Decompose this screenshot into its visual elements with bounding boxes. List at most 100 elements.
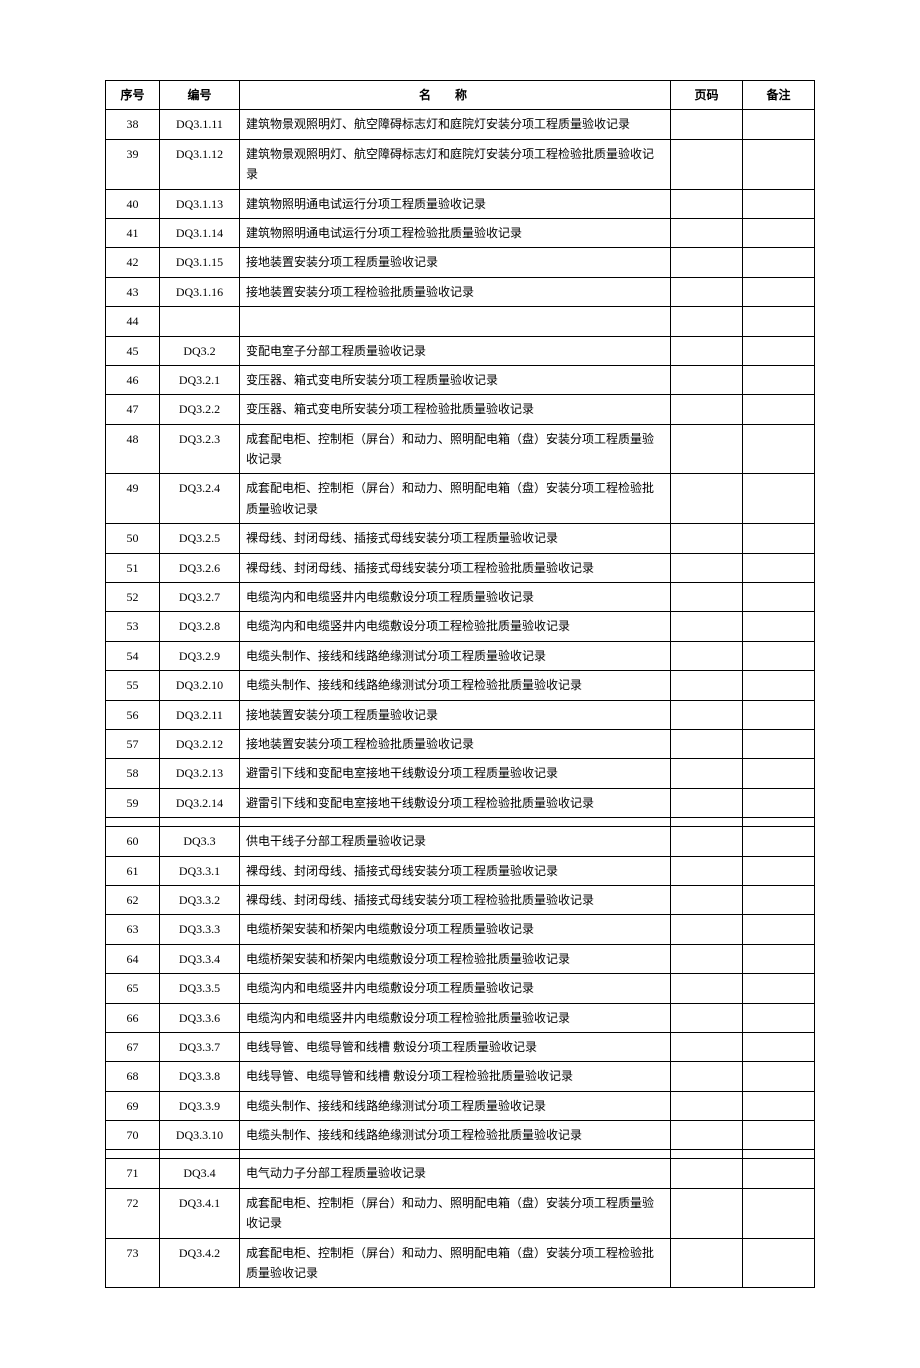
table-row: 73DQ3.4.2成套配电柜、控制柜（屏台）和动力、照明配电箱（盘）安装分项工程… bbox=[106, 1238, 815, 1288]
table-row: 60DQ3.3供电干线子分部工程质量验收记录 bbox=[106, 827, 815, 856]
cell-seq: 46 bbox=[106, 365, 160, 394]
table-row: 55DQ3.2.10电缆头制作、接线和线路绝缘测试分项工程检验批质量验收记录 bbox=[106, 671, 815, 700]
cell-name: 建筑物照明通电试运行分项工程质量验收记录 bbox=[240, 189, 671, 218]
cell-page bbox=[671, 759, 743, 788]
header-code: 编号 bbox=[160, 81, 240, 110]
cell-note bbox=[743, 700, 815, 729]
cell-page bbox=[671, 818, 743, 827]
table-row bbox=[106, 1150, 815, 1159]
cell-page bbox=[671, 1238, 743, 1288]
cell-seq: 69 bbox=[106, 1091, 160, 1120]
cell-seq: 39 bbox=[106, 139, 160, 189]
cell-seq bbox=[106, 1150, 160, 1159]
cell-page bbox=[671, 915, 743, 944]
cell-page bbox=[671, 524, 743, 553]
cell-note bbox=[743, 1032, 815, 1061]
table-row: 39DQ3.1.12建筑物景观照明灯、航空障碍标志灯和庭院灯安装分项工程检验批质… bbox=[106, 139, 815, 189]
cell-note bbox=[743, 974, 815, 1003]
cell-name: 成套配电柜、控制柜（屏台）和动力、照明配电箱（盘）安装分项工程质量验收记录 bbox=[240, 424, 671, 474]
cell-code: DQ3.2.8 bbox=[160, 612, 240, 641]
cell-page bbox=[671, 248, 743, 277]
table-row: 46DQ3.2.1变压器、箱式变电所安装分项工程质量验收记录 bbox=[106, 365, 815, 394]
table-header-row: 序号 编号 名称 页码 备注 bbox=[106, 81, 815, 110]
table-row: 59DQ3.2.14避雷引下线和变配电室接地干线敷设分项工程检验批质量验收记录 bbox=[106, 788, 815, 817]
cell-seq: 72 bbox=[106, 1188, 160, 1238]
cell-note bbox=[743, 553, 815, 582]
cell-code: DQ3.1.16 bbox=[160, 277, 240, 306]
cell-seq: 65 bbox=[106, 974, 160, 1003]
header-seq: 序号 bbox=[106, 81, 160, 110]
cell-name: 成套配电柜、控制柜（屏台）和动力、照明配电箱（盘）安装分项工程检验批质量验收记录 bbox=[240, 474, 671, 524]
cell-code: DQ3.2.3 bbox=[160, 424, 240, 474]
cell-name: 电气动力子分部工程质量验收记录 bbox=[240, 1159, 671, 1188]
table-row: 61DQ3.3.1裸母线、封闭母线、插接式母线安装分项工程质量验收记录 bbox=[106, 856, 815, 885]
cell-seq: 68 bbox=[106, 1062, 160, 1091]
cell-page bbox=[671, 139, 743, 189]
table-row: 44 bbox=[106, 307, 815, 336]
cell-page bbox=[671, 583, 743, 612]
table-row: 53DQ3.2.8电缆沟内和电缆竖井内电缆敷设分项工程检验批质量验收记录 bbox=[106, 612, 815, 641]
cell-page bbox=[671, 307, 743, 336]
cell-page bbox=[671, 974, 743, 1003]
cell-note bbox=[743, 1150, 815, 1159]
cell-code: DQ3.3.9 bbox=[160, 1091, 240, 1120]
cell-seq: 51 bbox=[106, 553, 160, 582]
table-row: 40DQ3.1.13建筑物照明通电试运行分项工程质量验收记录 bbox=[106, 189, 815, 218]
cell-note bbox=[743, 856, 815, 885]
cell-page bbox=[671, 277, 743, 306]
cell-note bbox=[743, 671, 815, 700]
cell-code: DQ3.3.8 bbox=[160, 1062, 240, 1091]
cell-seq: 49 bbox=[106, 474, 160, 524]
cell-page bbox=[671, 729, 743, 758]
cell-page bbox=[671, 395, 743, 424]
cell-name: 变压器、箱式变电所安装分项工程质量验收记录 bbox=[240, 365, 671, 394]
cell-page bbox=[671, 700, 743, 729]
table-row: 66DQ3.3.6电缆沟内和电缆竖井内电缆敷设分项工程检验批质量验收记录 bbox=[106, 1003, 815, 1032]
cell-name: 电缆头制作、接线和线路绝缘测试分项工程质量验收记录 bbox=[240, 1091, 671, 1120]
cell-name bbox=[240, 818, 671, 827]
cell-code bbox=[160, 1150, 240, 1159]
records-table: 序号 编号 名称 页码 备注 38DQ3.1.11建筑物景观照明灯、航空障碍标志… bbox=[105, 80, 815, 1288]
cell-note bbox=[743, 944, 815, 973]
cell-code: DQ3.1.11 bbox=[160, 110, 240, 139]
table-row: 49DQ3.2.4成套配电柜、控制柜（屏台）和动力、照明配电箱（盘）安装分项工程… bbox=[106, 474, 815, 524]
cell-note bbox=[743, 1062, 815, 1091]
cell-note bbox=[743, 248, 815, 277]
table-row: 54DQ3.2.9电缆头制作、接线和线路绝缘测试分项工程质量验收记录 bbox=[106, 641, 815, 670]
table-row: 69DQ3.3.9电缆头制作、接线和线路绝缘测试分项工程质量验收记录 bbox=[106, 1091, 815, 1120]
table-row: 70DQ3.3.10电缆头制作、接线和线路绝缘测试分项工程检验批质量验收记录 bbox=[106, 1121, 815, 1150]
cell-name: 电缆头制作、接线和线路绝缘测试分项工程检验批质量验收记录 bbox=[240, 1121, 671, 1150]
table-row: 72DQ3.4.1成套配电柜、控制柜（屏台）和动力、照明配电箱（盘）安装分项工程… bbox=[106, 1188, 815, 1238]
table-row: 68DQ3.3.8电线导管、电缆导管和线槽 敷设分项工程检验批质量验收记录 bbox=[106, 1062, 815, 1091]
cell-code: DQ3.3.7 bbox=[160, 1032, 240, 1061]
cell-name: 电线导管、电缆导管和线槽 敷设分项工程质量验收记录 bbox=[240, 1032, 671, 1061]
cell-seq: 55 bbox=[106, 671, 160, 700]
cell-name: 成套配电柜、控制柜（屏台）和动力、照明配电箱（盘）安装分项工程检验批质量验收记录 bbox=[240, 1238, 671, 1288]
cell-page bbox=[671, 218, 743, 247]
table-row: 65DQ3.3.5电缆沟内和电缆竖井内电缆敷设分项工程质量验收记录 bbox=[106, 974, 815, 1003]
cell-code: DQ3.3.10 bbox=[160, 1121, 240, 1150]
cell-seq: 44 bbox=[106, 307, 160, 336]
cell-page bbox=[671, 1150, 743, 1159]
cell-page bbox=[671, 110, 743, 139]
cell-code: DQ3.1.14 bbox=[160, 218, 240, 247]
cell-page bbox=[671, 885, 743, 914]
cell-code: DQ3.2.5 bbox=[160, 524, 240, 553]
cell-page bbox=[671, 424, 743, 474]
cell-note bbox=[743, 277, 815, 306]
cell-page bbox=[671, 788, 743, 817]
cell-seq: 58 bbox=[106, 759, 160, 788]
cell-seq: 63 bbox=[106, 915, 160, 944]
cell-name: 裸母线、封闭母线、插接式母线安装分项工程检验批质量验收记录 bbox=[240, 885, 671, 914]
table-row: 50DQ3.2.5裸母线、封闭母线、插接式母线安装分项工程质量验收记录 bbox=[106, 524, 815, 553]
cell-code: DQ3.2.6 bbox=[160, 553, 240, 582]
cell-seq: 52 bbox=[106, 583, 160, 612]
cell-name: 裸母线、封闭母线、插接式母线安装分项工程检验批质量验收记录 bbox=[240, 553, 671, 582]
cell-code: DQ3.1.15 bbox=[160, 248, 240, 277]
cell-name: 接地装置安装分项工程检验批质量验收记录 bbox=[240, 277, 671, 306]
cell-note bbox=[743, 307, 815, 336]
cell-note bbox=[743, 729, 815, 758]
cell-note bbox=[743, 189, 815, 218]
cell-seq: 38 bbox=[106, 110, 160, 139]
cell-note bbox=[743, 818, 815, 827]
